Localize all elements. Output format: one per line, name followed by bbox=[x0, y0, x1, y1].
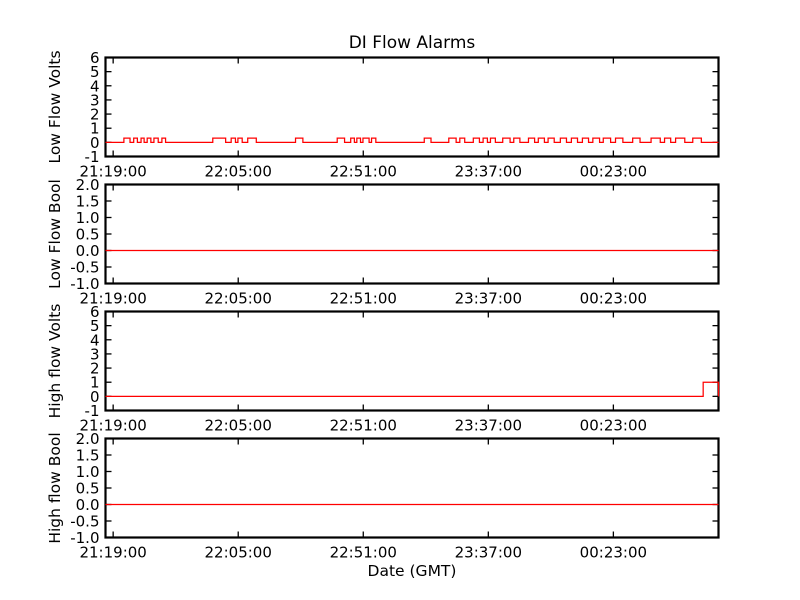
y-tick-label: 3 bbox=[90, 345, 100, 363]
y-tick-label: 0.0 bbox=[76, 496, 100, 514]
y-tick-label: 0 bbox=[90, 388, 100, 406]
y-tick-label: 4 bbox=[90, 331, 100, 349]
y-tick-label: 1 bbox=[90, 120, 100, 138]
y-tick-label: 1.0 bbox=[76, 209, 100, 227]
y-tick-label: -1 bbox=[85, 148, 100, 166]
x-tick-label: 23:37:00 bbox=[455, 544, 522, 562]
y-tick-label: 1.5 bbox=[76, 193, 100, 211]
y-tick-label: 6 bbox=[90, 49, 100, 67]
x-tick-label: 00:23:00 bbox=[580, 544, 647, 562]
y-tick-label: 2 bbox=[90, 106, 100, 124]
x-tick-label: 22:05:00 bbox=[205, 290, 272, 308]
x-tick-label: 00:23:00 bbox=[580, 417, 647, 435]
subplot-low-flow-bool: -1.0-0.50.00.51.01.52.0 21:19:00 22:05:00 2… bbox=[46, 176, 720, 308]
data-series-line bbox=[105, 381, 720, 397]
x-tick-label: 22:05:00 bbox=[205, 417, 272, 435]
y-tick-label: 5 bbox=[90, 63, 100, 81]
y-tick-label: 2.0 bbox=[76, 430, 100, 448]
x-tick-label: 00:23:00 bbox=[580, 163, 647, 181]
y-tick-label: 5 bbox=[90, 317, 100, 335]
y-axis-label: Low Flow Volts bbox=[46, 50, 64, 163]
data-series-line bbox=[105, 137, 719, 143]
x-tick-label: 21:19:00 bbox=[79, 544, 146, 562]
x-tick-label: 21:19:00 bbox=[79, 163, 146, 181]
y-tick-label: 6 bbox=[90, 303, 100, 321]
x-axis-label: Date (GMT) bbox=[368, 562, 457, 580]
axes-frame bbox=[104, 310, 720, 412]
y-tick-label: 1.5 bbox=[76, 447, 100, 465]
y-tick-label: 0.0 bbox=[76, 242, 100, 260]
y-tick-label: 0.5 bbox=[76, 226, 100, 244]
y-tick-label: 4 bbox=[90, 77, 100, 95]
y-axis-label: High flow Bool bbox=[46, 432, 64, 543]
y-tick-label: 0.5 bbox=[76, 480, 100, 498]
x-tick-label: 23:37:00 bbox=[455, 290, 522, 308]
y-tick-label: 1.0 bbox=[76, 463, 100, 481]
y-tick-label: 1 bbox=[90, 374, 100, 392]
y-axis-label: High flow Volts bbox=[46, 304, 64, 419]
y-axis-label: Low Flow Bool bbox=[46, 179, 64, 289]
x-tick-label: 22:05:00 bbox=[205, 544, 272, 562]
subplot-high-flow-bool: -1.0-0.50.00.51.01.52.0 21:19:00 22:05:00 2… bbox=[46, 430, 720, 562]
x-tick-label: 22:05:00 bbox=[205, 163, 272, 181]
x-tick-label: 23:37:00 bbox=[455, 163, 522, 181]
x-tick-label: 22:51:00 bbox=[330, 290, 397, 308]
x-tick-label: 22:51:00 bbox=[330, 544, 397, 562]
y-tick-label: -1 bbox=[85, 402, 100, 420]
y-tick-label: 2.0 bbox=[76, 176, 100, 194]
y-tick-label: 0 bbox=[90, 134, 100, 152]
y-tick-label: -1.0 bbox=[70, 529, 99, 547]
x-tick-label: 23:37:00 bbox=[455, 417, 522, 435]
chart-title: DI Flow Alarms bbox=[349, 33, 476, 53]
y-tick-label: -0.5 bbox=[70, 259, 99, 277]
x-tick-label: 00:23:00 bbox=[580, 290, 647, 308]
y-tick-label: 3 bbox=[90, 91, 100, 109]
x-tick-label: 22:51:00 bbox=[330, 163, 397, 181]
y-tick-label: -0.5 bbox=[70, 513, 99, 531]
y-tick-label: -1.0 bbox=[70, 275, 99, 293]
axes-frame bbox=[104, 56, 720, 158]
x-tick-label: 21:19:00 bbox=[79, 290, 146, 308]
y-tick-label: 2 bbox=[90, 360, 100, 378]
x-tick-label: 22:51:00 bbox=[330, 417, 397, 435]
x-tick-label: 21:19:00 bbox=[79, 417, 146, 435]
